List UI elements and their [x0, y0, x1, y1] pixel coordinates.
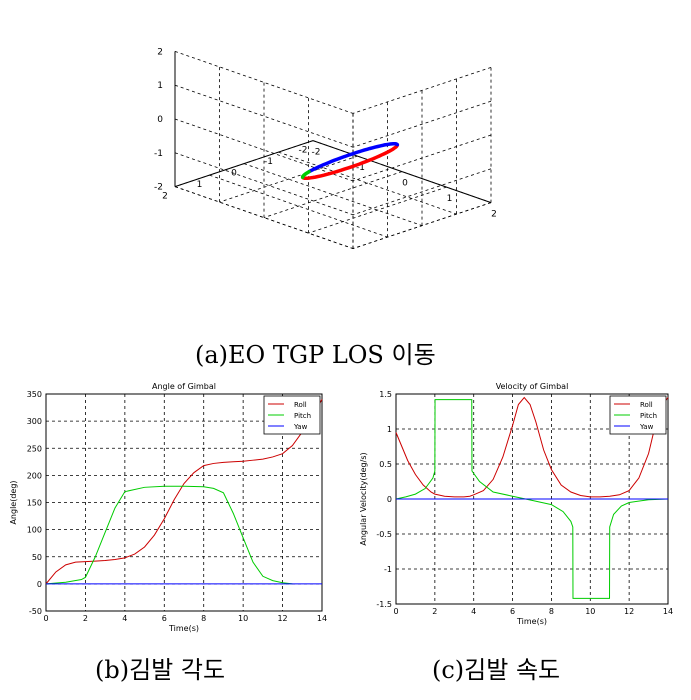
1-legend-label: Pitch — [294, 412, 311, 420]
2-x-tick-label: 14 — [663, 607, 673, 616]
grid-back-wall — [174, 84, 354, 148]
1-xlabel: Time(s) — [168, 624, 199, 633]
1-x-tick-label: 2 — [83, 614, 88, 623]
1-y-tick-label: 150 — [27, 499, 42, 508]
caption-a: (a)EO TGP LOS 이동 — [195, 341, 436, 369]
1-series-roll — [45, 399, 323, 585]
axis-x — [312, 140, 492, 204]
1-y-tick-label: 200 — [27, 471, 42, 480]
z-tick-label: 2 — [157, 47, 163, 57]
2-y-tick-label: -0.5 — [376, 530, 392, 539]
axis-y — [174, 140, 314, 188]
2-legend-label: Pitch — [640, 412, 657, 420]
grid-floor — [278, 151, 457, 215]
2-legend-label: Yaw — [639, 423, 654, 431]
grid-back-wall — [174, 118, 354, 182]
2-x-tick-label: 12 — [624, 607, 634, 616]
x-tick-label: 2 — [491, 210, 497, 220]
z-tick-label: -2 — [154, 183, 163, 193]
grid-side-wall — [352, 100, 492, 148]
1-legend: Roll Pitch Yaw — [263, 395, 321, 435]
2-y-tick-label: 1.5 — [379, 390, 392, 399]
1-legend-label: Yaw — [293, 423, 308, 431]
z-tick-label: -1 — [154, 149, 163, 159]
2-x-tick-label: 10 — [585, 607, 595, 616]
los-curve-blue — [307, 142, 400, 174]
grid-side-wall — [352, 134, 492, 182]
y-tick-label: -1 — [264, 157, 273, 167]
2-series-pitch — [395, 399, 669, 599]
1-plot-frame — [45, 393, 323, 612]
1-ylabel: Angle(deg) — [9, 480, 18, 524]
1-x-tick-label: 0 — [43, 614, 48, 623]
grid-floor — [209, 174, 388, 238]
los-3d-chart: -2 -2 -2 -1 -1 -1 0 0 0 1 1 1 2 2 2 — [154, 47, 497, 249]
1-x-tick-label: 4 — [122, 614, 127, 623]
x-tick-label: 0 — [402, 179, 408, 189]
1-x-tick-label: 6 — [162, 614, 167, 623]
grid-floor — [243, 163, 423, 226]
2-series-roll — [395, 396, 669, 498]
1-x-tick-label: 8 — [201, 614, 206, 623]
1-x-tick-label: 12 — [277, 614, 287, 623]
2-x-tick-label: 6 — [510, 607, 515, 616]
y-tick-label: 2 — [162, 192, 168, 202]
2-y-tick-label: 0.5 — [379, 460, 392, 469]
2-x-tick-label: 2 — [432, 607, 437, 616]
chart-a-tick-labels: -2 -2 -2 -1 -1 -1 0 0 0 1 1 1 2 2 2 — [154, 47, 497, 219]
1-y-tick-label: 350 — [27, 390, 42, 399]
1-x-tick-label: 14 — [317, 614, 327, 623]
1-y-tick-label: 50 — [32, 553, 42, 562]
2-y-tick-label: -1 — [384, 565, 392, 574]
1-legend-label: Roll — [294, 401, 307, 409]
2-x-tick-label: 4 — [471, 607, 476, 616]
z-tick-label: 0 — [157, 115, 163, 125]
1-y-tick-label: 300 — [27, 417, 42, 426]
2-legend: Roll Pitch Yaw — [609, 395, 667, 435]
caption-b: (b)김발 각도 — [95, 656, 226, 684]
2-xlabel: Time(s) — [516, 617, 547, 626]
2-y-tick-label: 0 — [387, 495, 392, 504]
1-y-tick-label: 100 — [27, 526, 42, 535]
los-curve-red — [300, 142, 400, 180]
y-tick-label: 0 — [231, 169, 237, 179]
x-tick-label: -1 — [356, 163, 365, 173]
grid-floor — [219, 155, 358, 203]
grid-floor — [352, 202, 492, 249]
grid-floor — [174, 186, 354, 249]
y-tick-label: -2 — [299, 146, 308, 156]
2-ylabel: Angular Velocity(deg/s) — [359, 452, 368, 545]
grid-side-wall — [352, 67, 492, 114]
2-title: Velocity of Gimbal — [496, 382, 569, 391]
caption-c: (c)김발 속도 — [432, 656, 561, 684]
1-title: Angle of Gimbal — [152, 382, 216, 391]
1-y-tick-label: 0 — [37, 580, 42, 589]
1-x-tick-label: 10 — [238, 614, 248, 623]
2-x-tick-label: 8 — [549, 607, 554, 616]
grid-floor — [263, 171, 403, 218]
2-x-tick-label: 0 — [393, 607, 398, 616]
grid-side-wall — [352, 168, 492, 216]
z-tick-label: 1 — [157, 81, 163, 91]
1-series-pitch — [45, 485, 293, 585]
chart-a-curves — [300, 142, 400, 180]
1-y-tick-label: -50 — [29, 607, 42, 616]
2-y-tick-label: 1 — [387, 425, 392, 434]
los-curve-green — [300, 169, 311, 180]
grid-back-wall — [174, 152, 354, 216]
2-legend-label: Roll — [640, 401, 653, 409]
x-tick-label: 1 — [447, 194, 453, 204]
x-tick-label: -2 — [312, 148, 321, 158]
grid-back-wall — [174, 51, 354, 114]
1-y-tick-label: 250 — [27, 444, 42, 453]
y-tick-label: 1 — [197, 180, 203, 190]
2-y-tick-label: -1.5 — [376, 600, 392, 609]
grid-floor — [308, 186, 447, 234]
chart-a-grid — [174, 51, 492, 249]
